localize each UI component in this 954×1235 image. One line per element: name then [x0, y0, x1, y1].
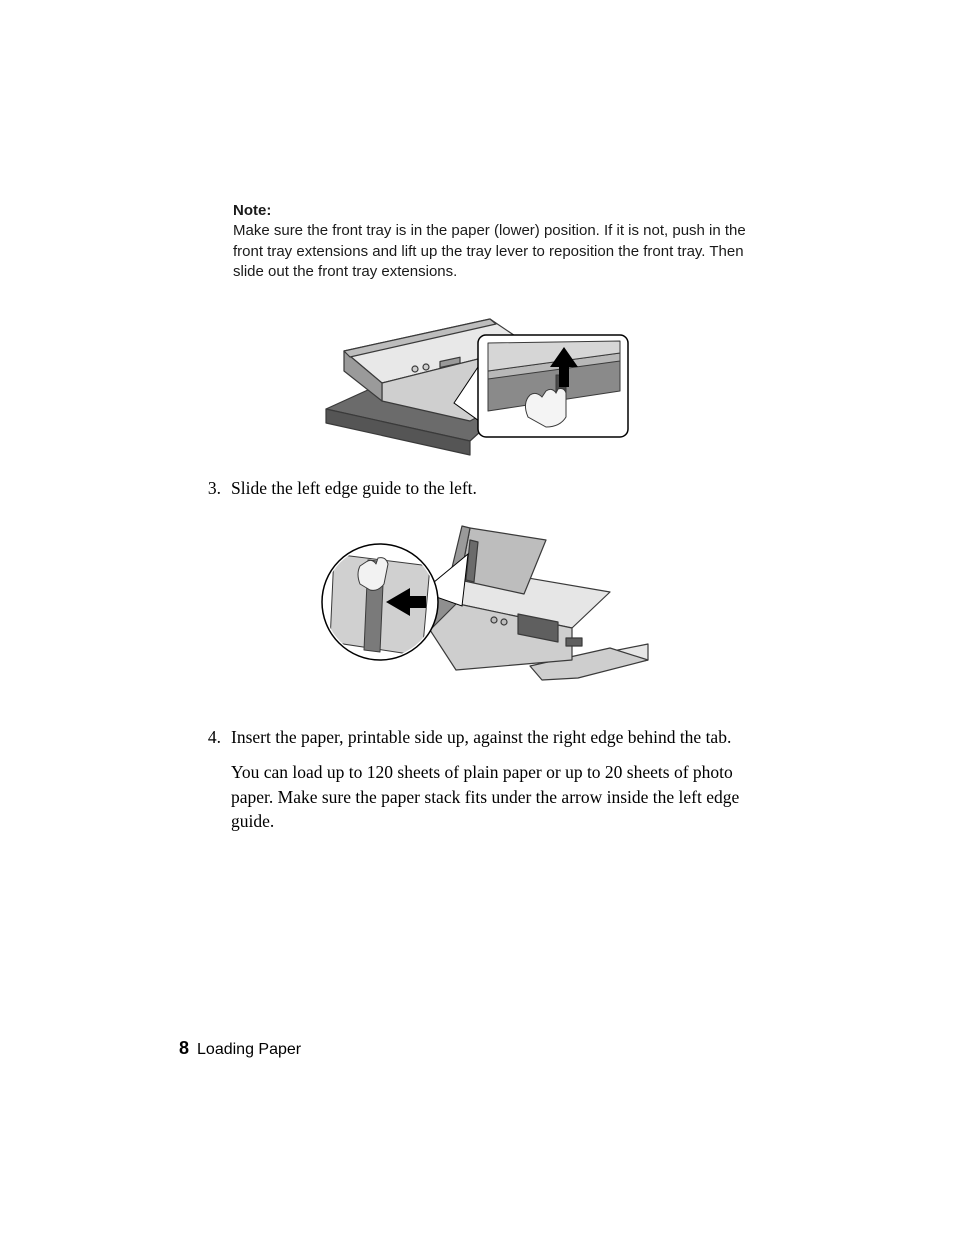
figure-edge-guide	[310, 510, 655, 700]
note-body: Make sure the front tray is in the paper…	[233, 222, 746, 280]
step-number: 4.	[202, 725, 231, 750]
step-number: 3.	[202, 477, 231, 501]
figure-edge-guide-svg	[310, 510, 655, 700]
page-number: 8	[179, 1038, 189, 1058]
section-title: Loading Paper	[197, 1041, 301, 1058]
note-label: Note:	[233, 202, 271, 219]
step-4: 4.Insert the paper, printable side up, a…	[202, 725, 762, 750]
step-4-detail: You can load up to 120 sheets of plain p…	[231, 760, 751, 834]
manual-page: Note: Make sure the front tray is in the…	[0, 0, 954, 1235]
step-text: Slide the left edge guide to the left.	[231, 478, 477, 498]
step-text: Insert the paper, printable side up, aga…	[231, 727, 731, 747]
page-footer: 8 Loading Paper	[179, 1038, 301, 1059]
note-block: Note: Make sure the front tray is in the…	[233, 201, 763, 282]
figure-tray-lever	[320, 291, 640, 457]
figure-tray-lever-svg	[320, 291, 640, 457]
step-3: 3.Slide the left edge guide to the left.	[202, 477, 762, 501]
